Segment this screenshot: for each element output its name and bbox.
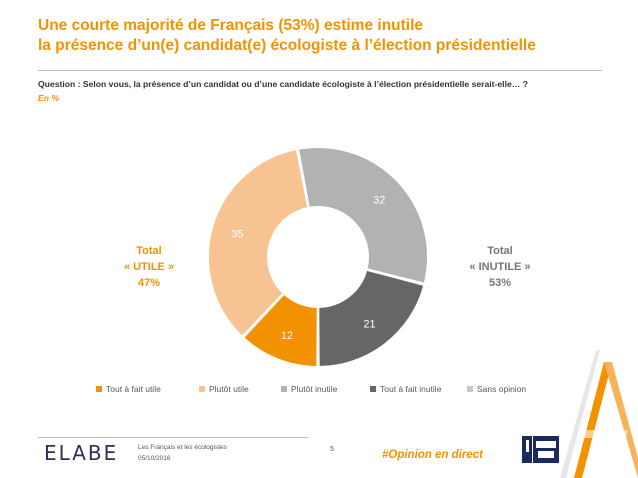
total-inutile-line-3: 53% <box>488 277 512 289</box>
slice-tout-fait-inutile <box>317 268 426 369</box>
total-utile: Total « UTILE » 47% <box>108 243 190 291</box>
footer-divider <box>38 437 308 438</box>
total-utile-line-1: Total <box>136 245 162 257</box>
footer-date: 05/10/2016 <box>138 455 171 462</box>
legend-item: Tout à fait inutile <box>370 384 441 394</box>
slice-label: 12 <box>281 330 293 342</box>
chart-title: Une courte majorité de Français (53%) es… <box>38 16 598 56</box>
legend-label: Plutôt inutile <box>291 384 338 394</box>
legend-swatch <box>370 386 376 392</box>
slice-plut-t-inutile <box>296 146 429 285</box>
page-number: 5 <box>330 446 334 453</box>
footer-source: Les Français et les écologistes <box>138 444 227 451</box>
elabe-logo: ELABE <box>44 441 119 465</box>
total-inutile-line-2: « INUTILE » <box>469 261 531 273</box>
question-text: Question : Selon vous, la présence d’un … <box>38 79 528 89</box>
slice-label: 32 <box>373 194 385 206</box>
legend-item: Sans opinion <box>467 384 526 394</box>
header-divider <box>38 70 602 71</box>
legend-swatch <box>96 386 102 392</box>
slice-label: 21 <box>363 318 375 330</box>
legend-swatch <box>467 386 473 392</box>
legend-label: Sans opinion <box>477 384 527 394</box>
bfm-tv-logo-icon <box>522 436 559 463</box>
hashtag: #Opinion en direct <box>382 449 483 461</box>
title-line-2: la présence d’un(e) candidat(e) écologis… <box>38 37 536 54</box>
legend-label: Tout à fait utile <box>106 384 161 394</box>
legend-label: Plutôt utile <box>209 384 249 394</box>
legend-item: Plutôt inutile <box>281 384 337 394</box>
slice-label: 35 <box>231 229 243 241</box>
legend-item: Plutôt utile <box>199 384 249 394</box>
legend-swatch <box>281 386 287 392</box>
slice-plut-t-utile <box>207 147 310 339</box>
total-inutile: Total « INUTILE » 53% <box>455 243 545 291</box>
chart-legend: Tout à fait utile Plutôt utile Plutôt inut… <box>0 384 638 396</box>
orange-a-shape-icon <box>560 350 638 478</box>
legend-swatch <box>199 386 205 392</box>
unit-label: En % <box>38 93 60 103</box>
title-line-1: Une courte majorité de Français (53%) es… <box>38 17 424 34</box>
slice-tout-fait-utile <box>241 292 319 369</box>
total-inutile-line-1: Total <box>487 245 513 257</box>
legend-label: Tout à fait inutile <box>380 384 442 394</box>
total-utile-line-3: 47% <box>137 277 161 289</box>
total-utile-line-2: « UTILE » <box>123 261 175 273</box>
legend-item: Tout à fait utile <box>96 384 161 394</box>
